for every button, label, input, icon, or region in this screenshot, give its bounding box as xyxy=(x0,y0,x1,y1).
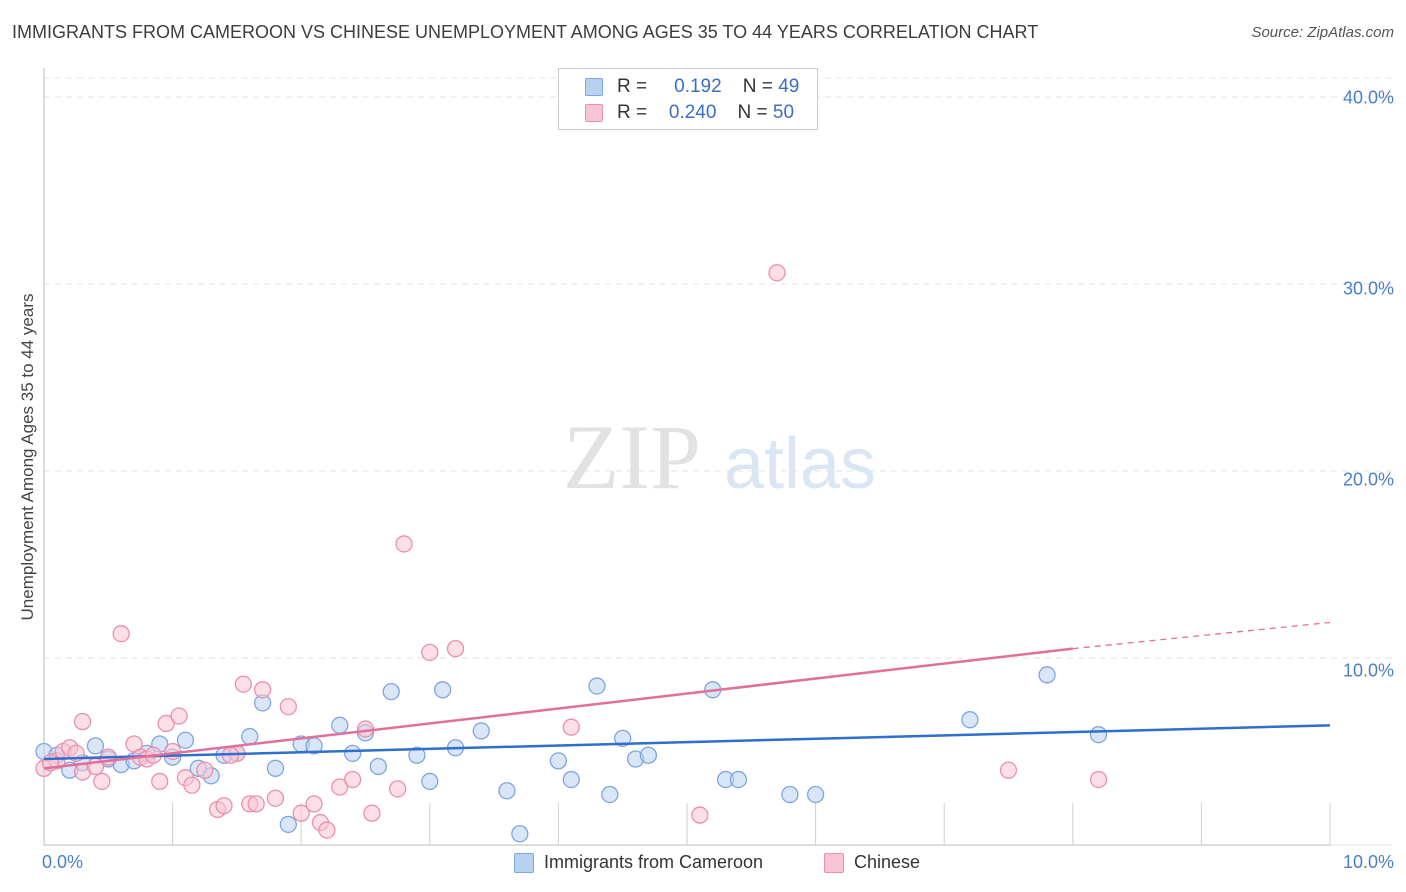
chinese-point-30 xyxy=(305,795,323,813)
legend-row-chinese: R = 0.240 N = 50 xyxy=(585,101,794,125)
cameroon-point-16 xyxy=(241,727,259,746)
cameroon-point-11 xyxy=(176,731,195,749)
cameroon-point-31 xyxy=(472,722,490,740)
cameroon-point-19 xyxy=(279,815,297,834)
legend-swatch-pink xyxy=(824,852,844,873)
chinese-point-9 xyxy=(112,625,130,643)
legend-label-chinese: Chinese xyxy=(854,852,921,872)
chinese-point-34 xyxy=(343,770,362,789)
legend-swatch-blue xyxy=(585,78,603,96)
chinese-point-26 xyxy=(253,681,272,699)
chinese-point-14 xyxy=(157,714,175,733)
cameroon-point-27 xyxy=(408,746,426,764)
y-tick-label-30: 30.0% xyxy=(1342,278,1394,299)
chinese-point-40 xyxy=(446,640,465,658)
legend-r-label: R = xyxy=(617,76,648,97)
cameroon-point-38 xyxy=(614,729,632,748)
chinese-point-36 xyxy=(363,804,381,822)
cameroon-point-37 xyxy=(601,785,619,804)
legend-swatch-blue xyxy=(514,852,534,873)
chinese-point-45 xyxy=(1089,770,1108,789)
trend-lines xyxy=(43,621,1331,770)
cameroon-point-25 xyxy=(369,757,388,776)
legend-row-cameroon: R = 0.192 N = 49 xyxy=(585,75,799,99)
chinese-point-39 xyxy=(421,643,439,662)
watermark: ZIP atlas xyxy=(563,406,876,508)
legend-n-label: N = xyxy=(737,102,768,123)
legend-n-value-cameroon: 49 xyxy=(778,76,800,97)
chinese-point-37 xyxy=(388,780,407,798)
chinese-point-23 xyxy=(234,675,252,693)
chinese-point-16 xyxy=(170,707,188,725)
legend-r-value-cameroon: 0.192 xyxy=(674,76,722,97)
chinese-point-41 xyxy=(562,718,580,736)
cameroon-point-43 xyxy=(729,770,748,789)
cameroon-point-28 xyxy=(421,772,439,791)
axes xyxy=(43,68,1331,846)
chinese-point-21 xyxy=(215,797,233,815)
cameroon-point-23 xyxy=(343,744,362,763)
trend-line-chinese xyxy=(43,647,1073,770)
chinese-point-32 xyxy=(318,821,336,839)
chinese-point-29 xyxy=(292,804,310,822)
legend-label-cameroon: Immigrants from Cameroon xyxy=(544,852,764,872)
chinese-point-27 xyxy=(266,789,285,807)
chinese-point-13 xyxy=(151,772,169,791)
cameroon-point-22 xyxy=(331,716,349,734)
chinese-point-44 xyxy=(999,761,1018,779)
cameroon-point-36 xyxy=(588,677,606,695)
cameroon-point-47 xyxy=(1038,666,1056,684)
cameroon-point-29 xyxy=(434,681,452,699)
legend-item-chinese[interactable]: Chinese xyxy=(824,852,920,873)
cameroon-point-40 xyxy=(639,746,658,764)
chinese-point-43 xyxy=(768,264,786,282)
legend-r-value-chinese: 0.240 xyxy=(668,102,717,123)
watermark-atlas: atlas xyxy=(724,424,876,504)
trend-line-chinese-projection xyxy=(1072,621,1331,650)
chinese-point-28 xyxy=(279,697,297,716)
y-axis-label: Unemployment Among Ages 35 to 44 years xyxy=(18,293,37,621)
cameroon-point-34 xyxy=(549,752,568,770)
y-tick-label-20: 20.0% xyxy=(1342,469,1394,490)
y-tick-label-10: 10.0% xyxy=(1342,660,1394,681)
legend-item-cameroon[interactable]: Immigrants from Cameroon xyxy=(514,852,763,873)
chinese-point-18 xyxy=(183,776,201,794)
legend-n-label: N = xyxy=(742,76,773,97)
legend-r-label: R = xyxy=(617,102,648,123)
cameroon-point-26 xyxy=(382,683,400,701)
legend-swatch-pink xyxy=(585,104,603,122)
cameroon-point-18 xyxy=(266,759,285,777)
cameroon-point-44 xyxy=(781,785,799,804)
x-tick-label-min: 0.0% xyxy=(42,852,84,872)
chinese-point-7 xyxy=(93,772,111,791)
cameroon-point-45 xyxy=(806,785,825,804)
cameroon-point-32 xyxy=(498,782,516,800)
chinese-point-19 xyxy=(196,761,214,779)
chinese-point-42 xyxy=(691,806,709,824)
correlation-legend: R = 0.192 N = 49 R = 0.240 N = 50 xyxy=(558,68,818,130)
x-tick-label-max: 10.0% xyxy=(1342,852,1394,872)
cameroon-point-46 xyxy=(961,711,979,729)
cameroon-point-4 xyxy=(86,737,105,755)
chinese-point-33 xyxy=(331,778,349,796)
cameroon-point-33 xyxy=(511,825,529,843)
y-tick-label-40: 40.0% xyxy=(1342,87,1394,108)
legend-n-value-chinese: 50 xyxy=(772,102,795,123)
chinese-point-38 xyxy=(395,535,413,553)
series-chinese-points xyxy=(35,264,1108,839)
cameroon-point-35 xyxy=(562,770,580,789)
chinese-point-25 xyxy=(247,795,265,813)
chart-title: IMMIGRANTS FROM CAMEROON VS CHINESE UNEM… xyxy=(12,22,1039,42)
series-legend: Immigrants from Cameroon Chinese xyxy=(0,852,1406,876)
trend-line-cameroon xyxy=(43,724,1331,761)
chinese-point-5 xyxy=(73,712,92,731)
cameroon-point-48 xyxy=(1089,726,1108,744)
watermark-zip: ZIP xyxy=(563,406,701,508)
source-label: Source: ZipAtlas.com xyxy=(1251,24,1394,41)
